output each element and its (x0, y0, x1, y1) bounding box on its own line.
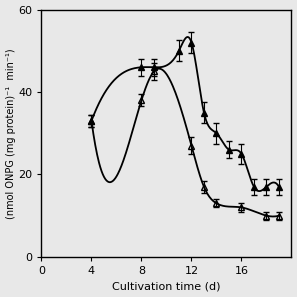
X-axis label: Cultivation time (d): Cultivation time (d) (112, 282, 221, 291)
Y-axis label: (nmol ONPG (mg protein)⁻¹  min⁻¹): (nmol ONPG (mg protein)⁻¹ min⁻¹) (6, 48, 15, 219)
